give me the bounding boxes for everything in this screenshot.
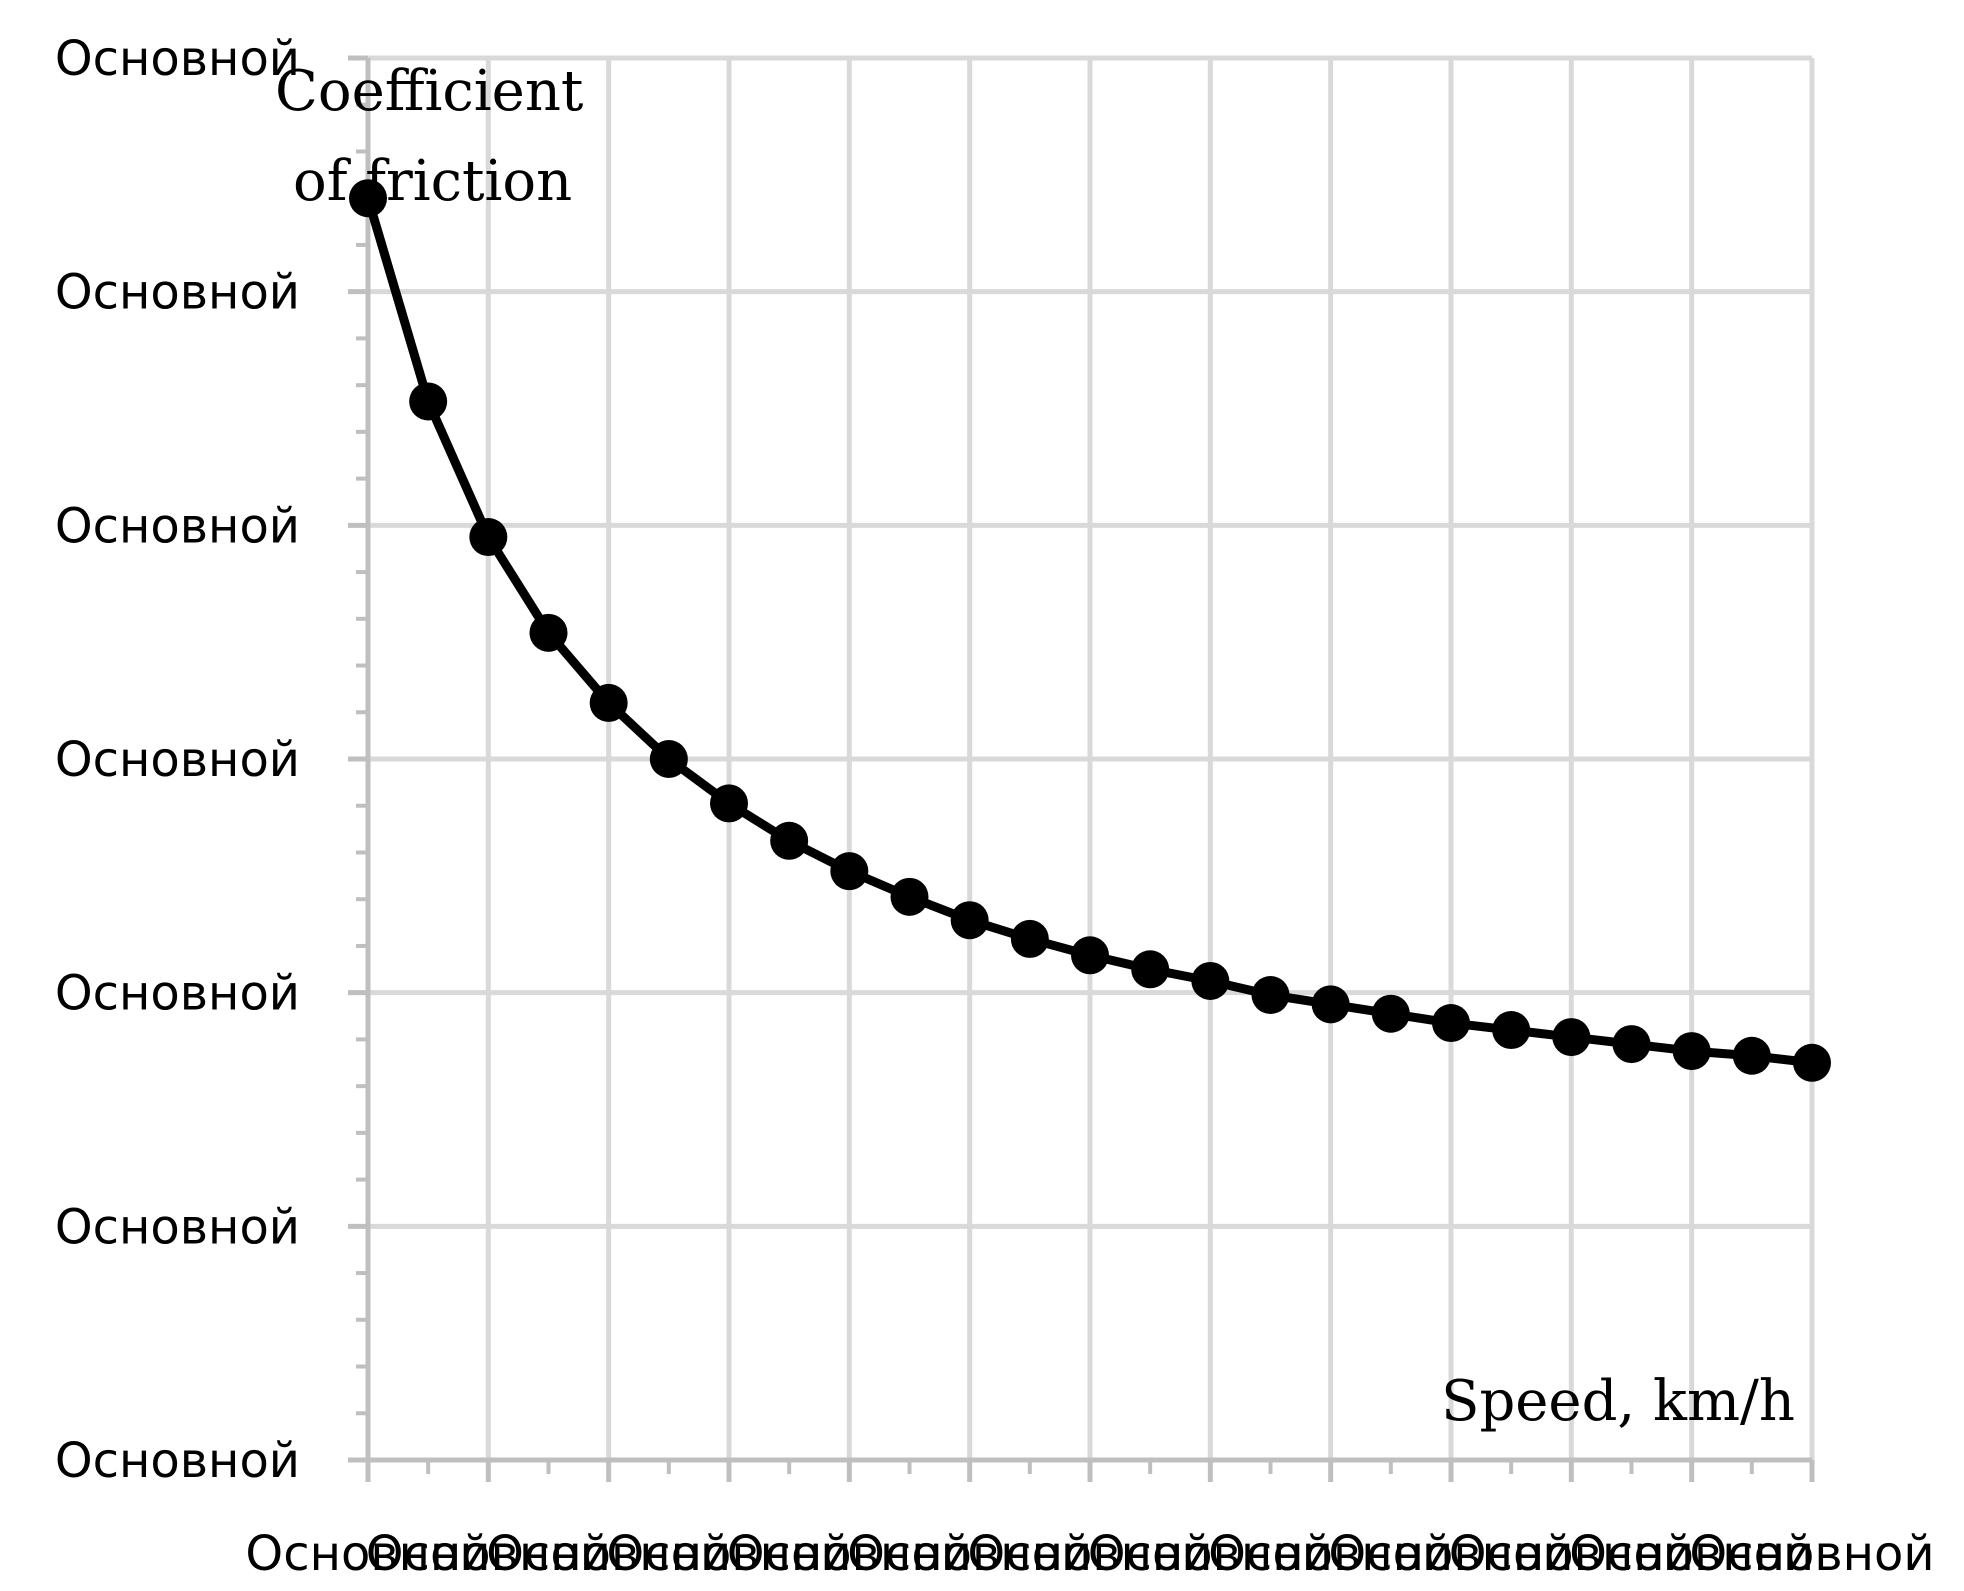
x-tick-label: Основной — [245, 1526, 490, 1582]
data-point — [1612, 1025, 1651, 1064]
data-point — [1071, 936, 1109, 975]
x-axis-label: Speed, km/h — [1441, 1369, 1795, 1434]
y-tick-label: Основной — [55, 732, 300, 788]
x-tick-label: Основной — [967, 1526, 1212, 1582]
data-point — [1492, 1011, 1531, 1050]
data-point — [830, 852, 869, 891]
x-tick-labels: ОсновнойОсновнойОсновнойОсновнойОсновной… — [245, 1526, 1934, 1582]
data-point — [409, 382, 448, 421]
grid — [368, 55, 1815, 1460]
data-point — [349, 179, 387, 218]
data-point — [1732, 1036, 1771, 1075]
y-tick-label: Основной — [55, 966, 300, 1022]
x-tick-label: Основной — [727, 1526, 972, 1582]
data-point — [1432, 1004, 1470, 1043]
x-tick-label: Основной — [1328, 1526, 1573, 1582]
data-point — [529, 613, 568, 652]
data-point — [649, 740, 688, 778]
data-point — [890, 877, 929, 916]
x-tick-label: Основной — [486, 1526, 731, 1582]
x-tick-label: Основной — [1449, 1526, 1694, 1582]
data-point — [1371, 994, 1410, 1033]
x-tick-label: Основной — [847, 1526, 1092, 1582]
data-point — [1793, 1043, 1831, 1082]
y-axis-label-line-1: Coefficient — [275, 59, 584, 124]
series-group — [349, 179, 1831, 1082]
y-tick-label: Основной — [55, 31, 300, 87]
y-tick-label: Основной — [55, 1199, 300, 1255]
data-point — [1131, 950, 1170, 989]
x-tick-label: Основной — [366, 1526, 611, 1582]
y-axis-label-line-2: of friction — [293, 149, 572, 214]
axes — [348, 55, 1815, 1482]
data-point — [1672, 1032, 1711, 1071]
y-tick-label: Основной — [55, 498, 300, 554]
data-point — [1251, 976, 1290, 1015]
y-tick-label: Основной — [55, 265, 300, 321]
x-tick-label: Основной — [1569, 1526, 1814, 1582]
data-point — [710, 784, 748, 823]
data-point — [1010, 919, 1049, 958]
data-point — [589, 683, 628, 722]
x-tick-label: Основной — [1088, 1526, 1333, 1582]
data-point — [1311, 985, 1350, 1024]
data-point — [1191, 961, 1230, 1000]
y-tick-labels: Основной Основной Основной Основной Основной… — [55, 31, 300, 1489]
x-tick-label: Основной — [1689, 1526, 1934, 1582]
data-point — [950, 901, 989, 940]
data-point — [1552, 1018, 1591, 1057]
data-point — [770, 821, 809, 860]
x-tick-label: Основной — [606, 1526, 851, 1582]
data-point — [469, 518, 508, 557]
x-tick-label: Основной — [1208, 1526, 1453, 1582]
y-tick-label: Основной — [55, 1433, 300, 1489]
